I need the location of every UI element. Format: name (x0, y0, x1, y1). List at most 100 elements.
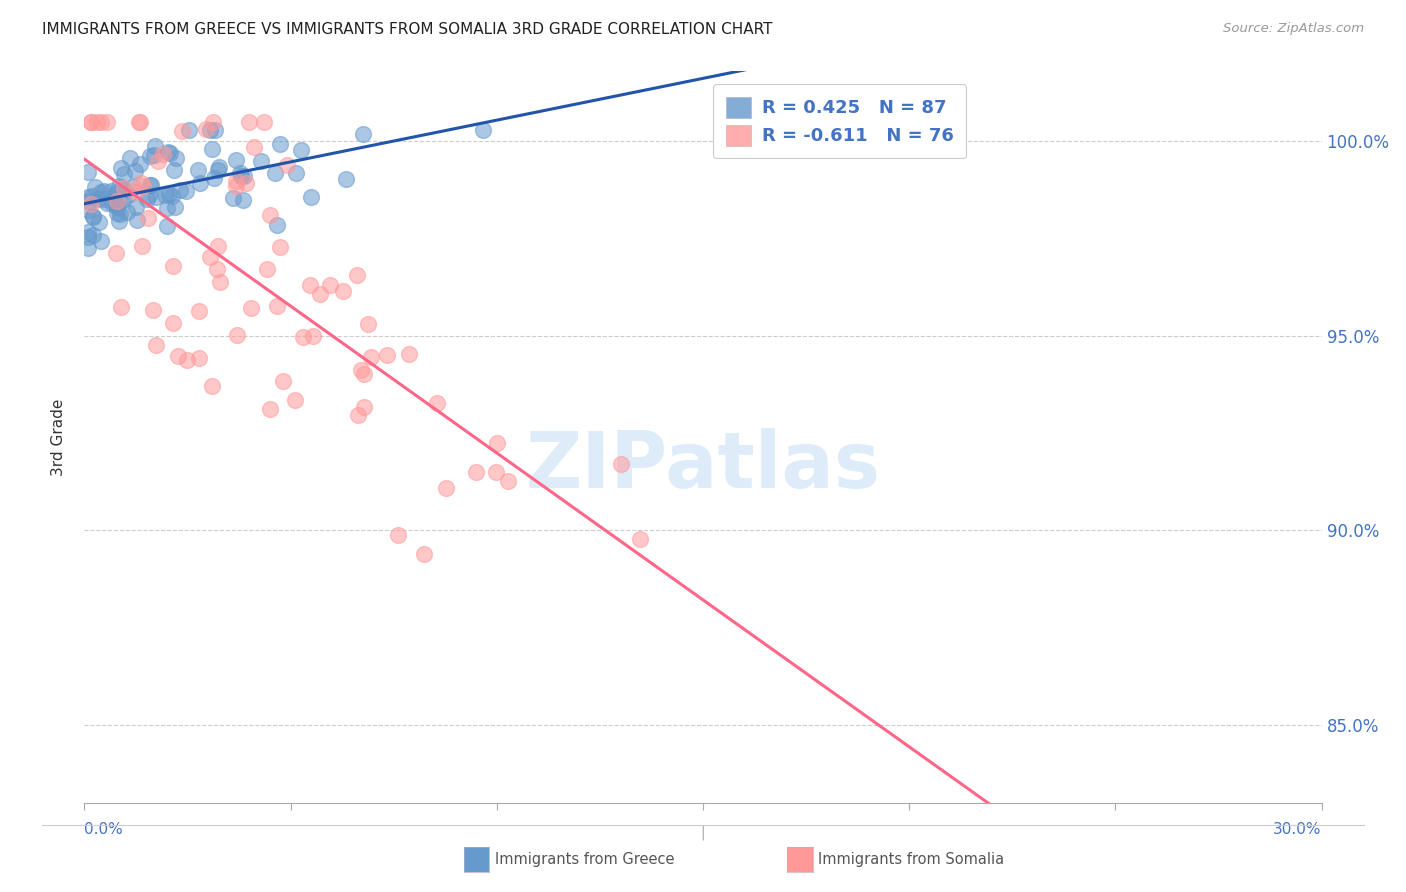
Point (115, 205, 138, 219)
Point (152, 146, 174, 161)
Point (122, 180, 145, 194)
Point (256, 262, 278, 277)
Text: |: | (700, 825, 706, 839)
Point (166, 349, 188, 363)
Point (298, 278, 321, 293)
Point (170, 123, 193, 137)
Point (157, 186, 180, 201)
Point (264, 166, 287, 180)
Text: Immigrants from Somalia: Immigrants from Somalia (818, 853, 1004, 867)
Point (266, 299, 288, 313)
Point (82, 228, 104, 243)
Point (90, 115, 112, 129)
Point (174, 184, 197, 198)
Point (225, 174, 247, 188)
Point (84, 180, 107, 194)
Point (90, 185, 112, 199)
Point (80, 115, 103, 129)
Point (77, 202, 100, 217)
Point (202, 115, 225, 129)
Point (138, 211, 160, 225)
Point (259, 208, 281, 222)
Point (165, 151, 187, 165)
Point (235, 176, 257, 190)
Text: Immigrants from Greece: Immigrants from Greece (495, 853, 675, 867)
Point (187, 304, 209, 318)
Point (198, 122, 221, 136)
Point (124, 186, 146, 200)
Point (129, 176, 152, 190)
Point (112, 183, 135, 197)
Point (114, 167, 136, 181)
Point (276, 157, 298, 171)
Point (208, 275, 231, 289)
Point (485, 435, 508, 450)
Point (118, 151, 141, 165)
Point (162, 259, 184, 273)
Text: ZIPatlas: ZIPatlas (526, 428, 880, 504)
Point (225, 153, 247, 168)
Point (96, 196, 118, 211)
Point (291, 329, 314, 343)
Point (136, 192, 159, 206)
Point (302, 328, 325, 343)
Y-axis label: 3rd Grade: 3rd Grade (51, 399, 66, 475)
Point (82, 209, 104, 223)
Point (169, 183, 191, 197)
Point (155, 187, 177, 202)
Point (222, 190, 245, 204)
Point (110, 300, 132, 314)
Point (128, 115, 150, 129)
Point (485, 465, 508, 479)
Point (77, 165, 100, 179)
Point (77, 190, 100, 204)
Point (105, 186, 128, 201)
Point (284, 393, 307, 408)
Point (86, 115, 108, 129)
Point (232, 194, 254, 208)
Text: 0.0%: 0.0% (84, 822, 124, 838)
Point (77, 230, 100, 244)
Point (266, 218, 288, 232)
Point (226, 328, 249, 343)
Point (96, 115, 118, 129)
Point (387, 528, 409, 542)
Point (100, 184, 122, 198)
Point (107, 198, 129, 212)
Point (284, 166, 307, 180)
Point (127, 213, 149, 227)
Point (357, 317, 380, 331)
Point (131, 238, 153, 252)
Point (82, 210, 104, 224)
Point (610, 458, 633, 472)
Point (375, 347, 398, 361)
Point (105, 200, 128, 214)
Point (87, 192, 110, 206)
Point (143, 139, 166, 153)
Point (239, 301, 262, 315)
Point (464, 466, 486, 480)
Point (290, 143, 312, 157)
Point (80, 115, 103, 129)
Point (145, 190, 167, 204)
Point (108, 214, 131, 228)
Point (308, 286, 330, 301)
Point (628, 533, 651, 547)
Point (101, 196, 124, 211)
Point (426, 396, 449, 410)
Point (360, 350, 382, 364)
Text: 30.0%: 30.0% (1274, 822, 1322, 838)
Point (104, 246, 127, 260)
Point (104, 198, 127, 212)
Point (108, 207, 131, 221)
Point (187, 162, 209, 177)
Point (141, 178, 163, 192)
Point (269, 136, 291, 151)
Point (77, 225, 100, 239)
Point (332, 284, 354, 298)
Point (242, 139, 264, 153)
Point (259, 401, 281, 416)
Point (398, 346, 420, 360)
Point (205, 261, 228, 276)
Point (496, 475, 519, 489)
